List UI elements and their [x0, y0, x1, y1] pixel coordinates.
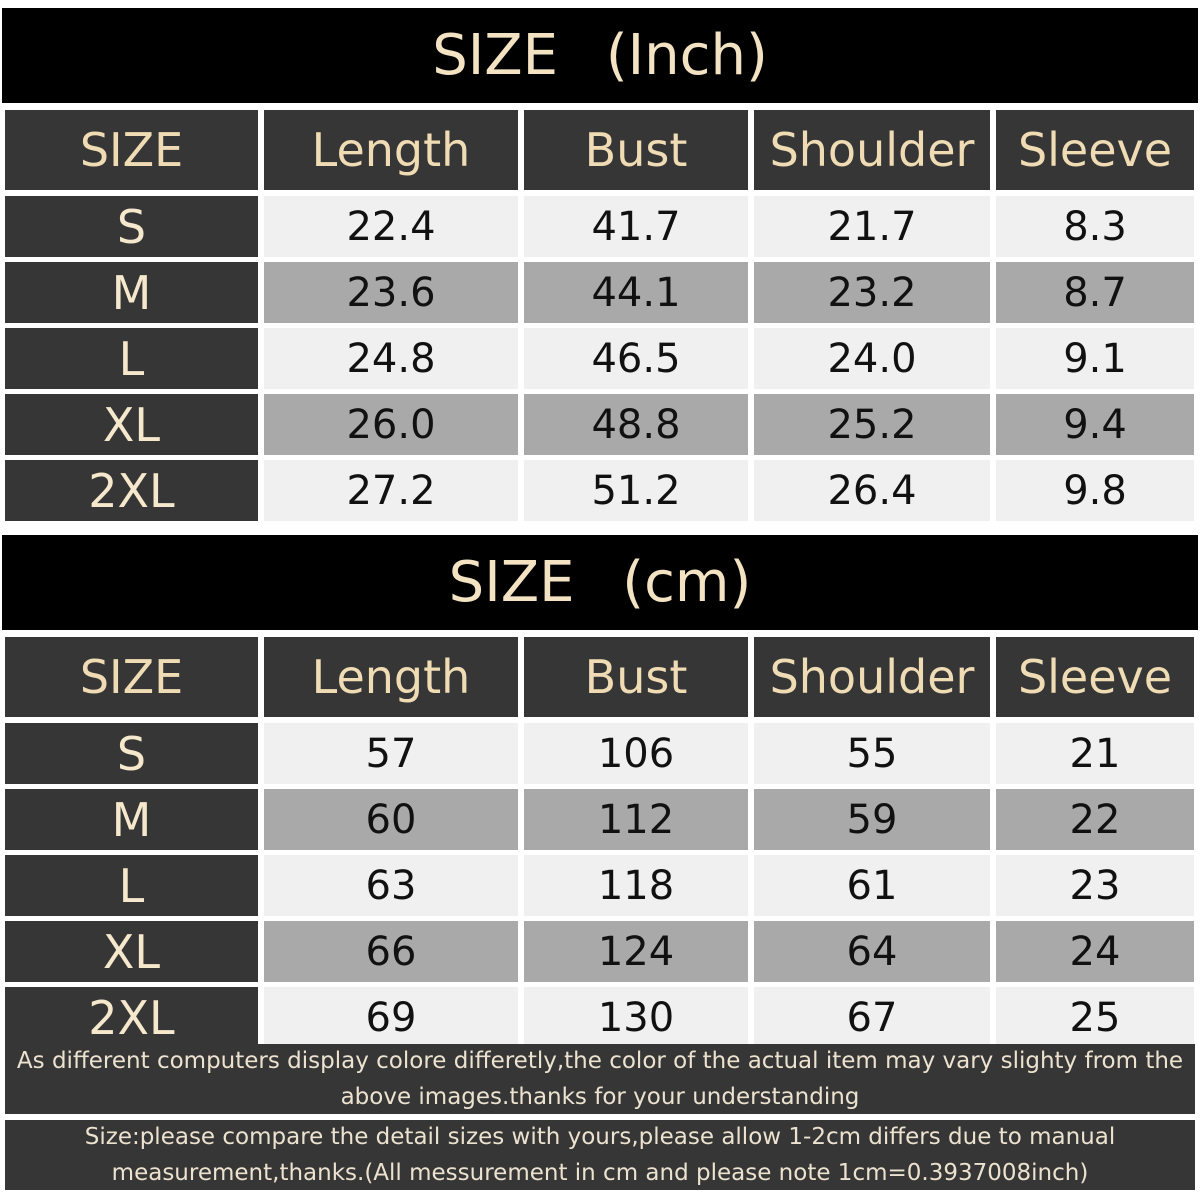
size-value: 26.0	[264, 394, 518, 455]
column-header: Bust	[524, 110, 748, 190]
column-header: Sleeve	[996, 637, 1194, 717]
size-value: 112	[524, 789, 748, 850]
size-value: 25	[996, 987, 1194, 1048]
size-value: 27.2	[264, 460, 518, 521]
size-label: S	[5, 723, 258, 784]
size-value: 8.7	[996, 262, 1194, 323]
table-title: SIZE (Inch)	[2, 8, 1198, 103]
size-value: 22.4	[264, 196, 518, 257]
column-header: Shoulder	[754, 110, 990, 190]
size-value: 9.8	[996, 460, 1194, 521]
size-value: 25.2	[754, 394, 990, 455]
size-value: 21	[996, 723, 1194, 784]
size-value: 24.8	[264, 328, 518, 389]
size-value: 55	[754, 723, 990, 784]
size-label: M	[5, 262, 258, 323]
table-title: SIZE (cm)	[2, 535, 1198, 630]
size-value: 106	[524, 723, 748, 784]
column-header: Bust	[524, 637, 748, 717]
size-value: 61	[754, 855, 990, 916]
size-value: 46.5	[524, 328, 748, 389]
column-header: SIZE	[5, 110, 258, 190]
size-value: 69	[264, 987, 518, 1048]
size-label: L	[5, 328, 258, 389]
size-value: 64	[754, 921, 990, 982]
column-header: Shoulder	[754, 637, 990, 717]
size-value: 59	[754, 789, 990, 850]
size-value: 63	[264, 855, 518, 916]
size-value: 66	[264, 921, 518, 982]
size-value: 24	[996, 921, 1194, 982]
size-value: 23.2	[754, 262, 990, 323]
size-value: 9.1	[996, 328, 1194, 389]
size-label: XL	[5, 394, 258, 455]
size-value: 57	[264, 723, 518, 784]
column-header: Length	[264, 110, 518, 190]
size-value: 67	[754, 987, 990, 1048]
size-value: 124	[524, 921, 748, 982]
size-label: L	[5, 855, 258, 916]
size-value: 60	[264, 789, 518, 850]
size-value: 48.8	[524, 394, 748, 455]
size-label: S	[5, 196, 258, 257]
size-value: 26.4	[754, 460, 990, 521]
size-value: 21.7	[754, 196, 990, 257]
size-value: 41.7	[524, 196, 748, 257]
size-value: 118	[524, 855, 748, 916]
column-header: Sleeve	[996, 110, 1194, 190]
column-header: SIZE	[5, 637, 258, 717]
size-label: 2XL	[5, 987, 258, 1048]
size-label: 2XL	[5, 460, 258, 521]
column-header: Length	[264, 637, 518, 717]
size-value: 22	[996, 789, 1194, 850]
note: Size:please compare the detail sizes wit…	[5, 1120, 1195, 1190]
size-value: 8.3	[996, 196, 1194, 257]
size-value: 51.2	[524, 460, 748, 521]
size-value: 24.0	[754, 328, 990, 389]
size-value: 23.6	[264, 262, 518, 323]
size-value: 130	[524, 987, 748, 1048]
size-value: 44.1	[524, 262, 748, 323]
size-label: XL	[5, 921, 258, 982]
size-value: 9.4	[996, 394, 1194, 455]
note: As different computers display colore di…	[5, 1044, 1195, 1114]
size-label: M	[5, 789, 258, 850]
size-value: 23	[996, 855, 1194, 916]
